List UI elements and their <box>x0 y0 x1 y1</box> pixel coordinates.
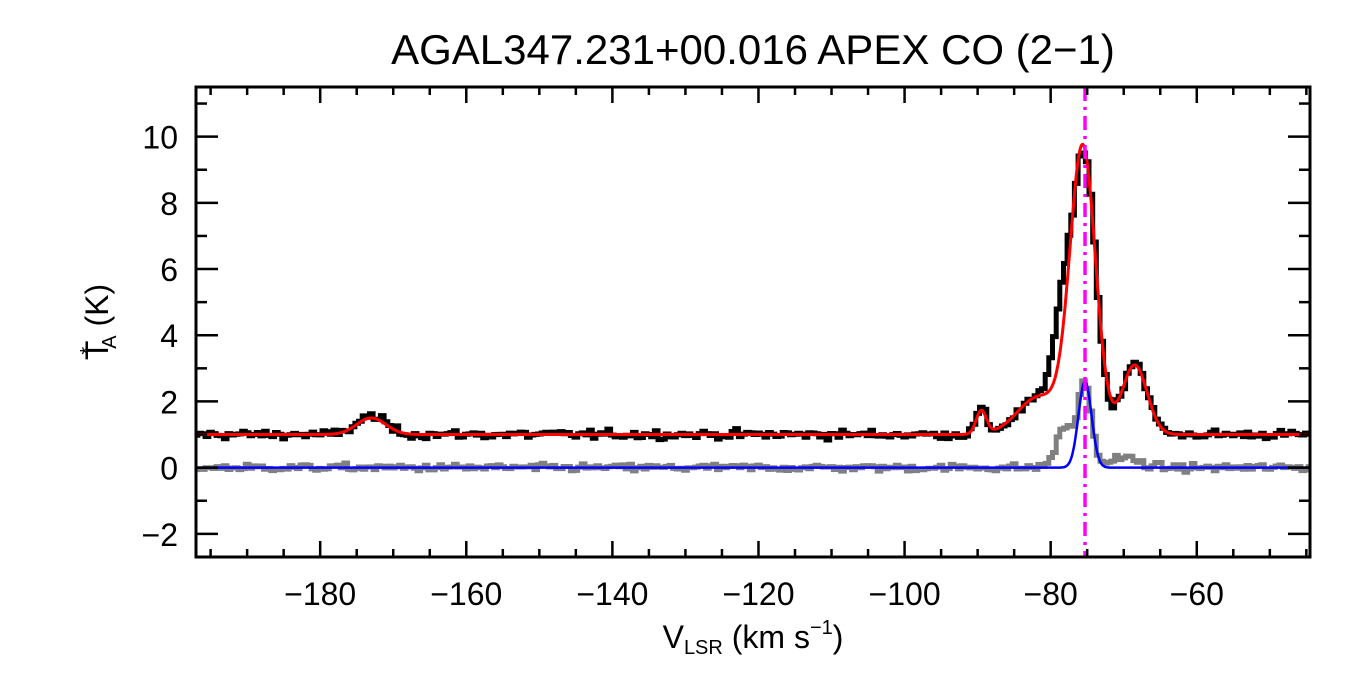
y-tick-label: −2 <box>142 517 178 553</box>
y-tick-label: 10 <box>142 120 178 156</box>
plot-frame <box>194 85 1312 559</box>
y-axis-label: T*A (K) <box>77 284 121 360</box>
x-tick-label: −60 <box>1170 576 1224 612</box>
y-tick-label: 2 <box>160 384 178 420</box>
series-gaussian-component <box>196 380 1310 469</box>
y-tick-label: 4 <box>160 318 178 354</box>
x-tick-label: −100 <box>869 576 941 612</box>
x-tick-label: −160 <box>430 576 502 612</box>
series-second-spectrum <box>196 378 1310 475</box>
y-tick-label: 0 <box>160 451 178 487</box>
x-tick-label: −180 <box>284 576 356 612</box>
y-tick-label: 8 <box>160 186 178 222</box>
x-tick-label: −140 <box>576 576 648 612</box>
x-axis-label: VLSR (km s−1) <box>663 617 844 659</box>
x-tick-label: −120 <box>722 576 794 612</box>
series-fit <box>196 142 1310 436</box>
y-tick-label: 6 <box>160 252 178 288</box>
x-tick-label: −80 <box>1024 576 1078 612</box>
chart-title: AGAL347.231+00.016 APEX CO (2−1) <box>391 26 1115 73</box>
